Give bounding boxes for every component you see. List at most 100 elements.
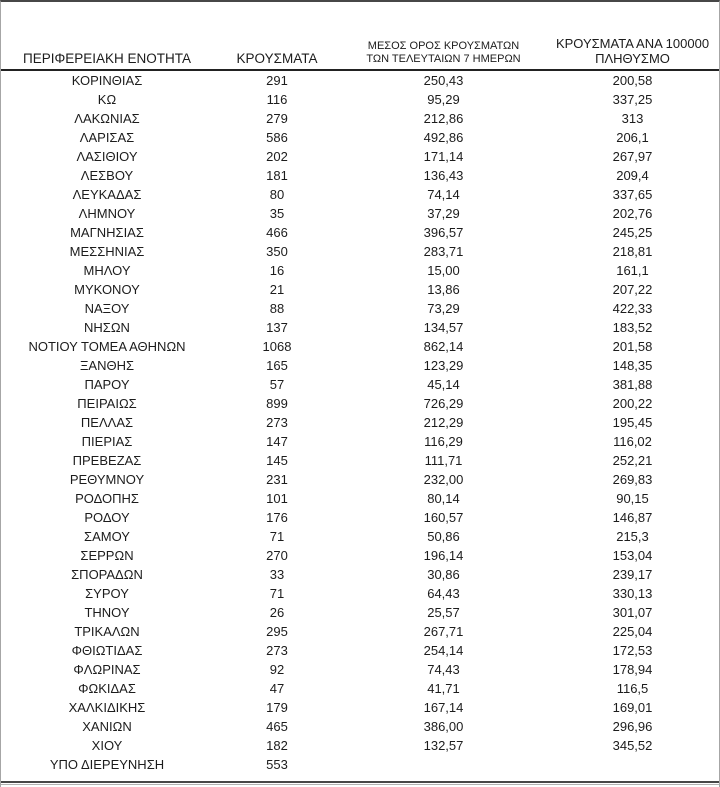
col-header-per100k-line2: ΠΛΗΘΥΣΜΟ <box>595 51 670 66</box>
avg7-cell: 50,86 <box>427 529 460 544</box>
avg7-cell: 232,00 <box>423 472 464 487</box>
avg7-cell: 396,57 <box>423 225 464 240</box>
cases-cell: 176 <box>266 510 288 525</box>
avg7-cell: 212,86 <box>423 111 464 126</box>
avg7-cell: 160,57 <box>423 510 464 525</box>
table-row: ΚΟΡΙΝΘΙΑΣ 291 250,43 200,58 <box>1 70 719 90</box>
table-row: ΣΕΡΡΩΝ 270 196,14 153,04 <box>1 546 719 565</box>
region-cell: ΣΑΜΟΥ <box>84 529 130 544</box>
cases-cell: 1068 <box>262 339 292 354</box>
avg7-cell: 283,71 <box>423 244 464 259</box>
cases-cell: 26 <box>269 605 285 620</box>
avg7-cell: 74,14 <box>427 187 460 202</box>
table-row: ΛΕΥΚΑΔΑΣ 80 74,14 337,65 <box>1 185 719 204</box>
avg7-cell: 862,14 <box>423 339 464 354</box>
per100k-cell: 215,3 <box>616 529 649 544</box>
region-cell: ΠΡΕΒΕΖΑΣ <box>72 453 142 468</box>
cases-cell: 145 <box>266 453 288 468</box>
per100k-cell: 153,04 <box>612 548 653 563</box>
cases-cell: 101 <box>266 491 288 506</box>
region-cell: ΝΟΤΙΟΥ ΤΟΜΕΑ ΑΘΗΝΩΝ <box>28 339 186 354</box>
region-cell: ΦΩΚΙΔΑΣ <box>78 681 136 696</box>
per100k-cell: 195,45 <box>612 415 653 430</box>
table-row: ΜΕΣΣΗΝΙΑΣ 350 283,71 218,81 <box>1 242 719 261</box>
cases-cell: 165 <box>266 358 288 373</box>
avg7-cell: 134,57 <box>423 320 464 335</box>
region-cell: ΧΑΛΚΙΔΙΚΗΣ <box>68 700 146 715</box>
per100k-cell: 345,52 <box>612 738 653 753</box>
avg7-cell: 73,29 <box>427 301 460 316</box>
table-row: ΡΟΔΟΠΗΣ 101 80,14 90,15 <box>1 489 719 508</box>
table-row: ΜΥΚΟΝΟΥ 21 13,86 207,22 <box>1 280 719 299</box>
per100k-cell: 269,83 <box>612 472 653 487</box>
cases-cell: 80 <box>269 187 285 202</box>
region-cell: ΞΑΝΘΗΣ <box>79 358 135 373</box>
bottom-rule <box>1 781 719 783</box>
table-row: ΤΡΙΚΑΛΩΝ 295 267,71 225,04 <box>1 622 719 641</box>
per100k-cell: 301,07 <box>612 605 653 620</box>
avg7-cell: 95,29 <box>427 92 460 107</box>
table-row: ΛΗΜΝΟΥ 35 37,29 202,76 <box>1 204 719 223</box>
per100k-cell: 169,01 <box>612 700 653 715</box>
cases-cell: 466 <box>266 225 288 240</box>
cases-cell: 202 <box>266 149 288 164</box>
table-row: ΞΑΝΘΗΣ 165 123,29 148,35 <box>1 356 719 375</box>
region-cell: ΣΥΡΟΥ <box>85 586 129 601</box>
region-cell: ΛΗΜΝΟΥ <box>78 206 136 221</box>
cases-cell: 279 <box>266 111 288 126</box>
avg7-cell: 74,43 <box>427 662 460 677</box>
table-header: ΠΕΡΙΦΕΡΕΙΑΚΗ ΕΝΟΤΗΤΑ ΚΡΟΥΣΜΑΤΑ ΜΕΣΟΣ ΟΡΟ… <box>1 2 719 71</box>
region-cell: ΧΙΟΥ <box>91 738 123 753</box>
cases-cell: 35 <box>269 206 285 221</box>
table-row: ΛΑΣΙΘΙΟΥ 202 171,14 267,97 <box>1 147 719 166</box>
cases-cell: 92 <box>269 662 285 677</box>
table-row: ΚΩ 116 95,29 337,25 <box>1 90 719 109</box>
bottom-rule-shadow <box>1 784 719 785</box>
region-cell: ΜΕΣΣΗΝΙΑΣ <box>69 244 145 259</box>
cases-cell: 16 <box>269 263 285 278</box>
avg7-cell: 41,71 <box>427 681 460 696</box>
avg7-cell: 64,43 <box>427 586 460 601</box>
per100k-cell: 116,02 <box>613 434 652 449</box>
per100k-cell: 381,88 <box>612 377 653 392</box>
region-cell: ΠΕΙΡΑΙΩΣ <box>77 396 137 411</box>
region-cell: ΚΟΡΙΝΘΙΑΣ <box>71 73 143 88</box>
per100k-cell: 330,13 <box>612 586 653 601</box>
avg7-cell: 167,14 <box>423 700 464 715</box>
per100k-cell: 252,21 <box>612 453 653 468</box>
region-cell: ΣΕΡΡΩΝ <box>80 548 134 563</box>
region-cell: ΡΟΔΟΥ <box>84 510 130 525</box>
cases-cell: 179 <box>266 700 288 715</box>
per100k-cell: 209,4 <box>616 168 649 183</box>
region-cell: ΛΕΥΚΑΔΑΣ <box>72 187 142 202</box>
cases-cell: 350 <box>266 244 288 259</box>
region-cell: ΡΕΘΥΜΝΟΥ <box>69 472 145 487</box>
per100k-cell: 206,1 <box>616 130 649 145</box>
cases-cell: 47 <box>269 681 285 696</box>
cases-cell: 147 <box>266 434 288 449</box>
cases-cell: 57 <box>269 377 285 392</box>
table-row: ΠΕΙΡΑΙΩΣ 899 726,29 200,22 <box>1 394 719 413</box>
table-row: ΥΠΟ ΔΙΕΡΕΥΝΗΣΗ 553 <box>1 755 719 774</box>
per100k-cell: 172,53 <box>612 643 653 658</box>
table-row: ΧΑΛΚΙΔΙΚΗΣ 179 167,14 169,01 <box>1 698 719 717</box>
region-cell: ΜΗΛΟΥ <box>83 263 131 278</box>
per100k-cell: 313 <box>621 111 644 126</box>
per100k-cell: 161,1 <box>616 263 649 278</box>
per100k-cell: 148,35 <box>612 358 653 373</box>
per100k-cell: 146,87 <box>612 510 653 525</box>
region-cell: ΠΙΕΡΙΑΣ <box>81 434 133 449</box>
table-row: ΛΕΣΒΟΥ 181 136,43 209,4 <box>1 166 719 185</box>
table-row: ΧΑΝΙΩΝ 465 386,00 296,96 <box>1 717 719 736</box>
avg7-cell: 726,29 <box>423 396 464 411</box>
region-cell: ΠΑΡΟΥ <box>84 377 130 392</box>
per100k-cell: 337,65 <box>612 187 653 202</box>
table-row: ΦΘΙΩΤΙΔΑΣ 273 254,14 172,53 <box>1 641 719 660</box>
region-cell: ΜΑΓΝΗΣΙΑΣ <box>70 225 144 240</box>
table-row: ΧΙΟΥ 182 132,57 345,52 <box>1 736 719 755</box>
avg7-cell: 13,86 <box>427 282 460 297</box>
table-row: ΠΡΕΒΕΖΑΣ 145 111,71 252,21 <box>1 451 719 470</box>
per100k-cell: 239,17 <box>612 567 653 582</box>
region-cell: ΛΑΣΙΘΙΟΥ <box>76 149 138 164</box>
